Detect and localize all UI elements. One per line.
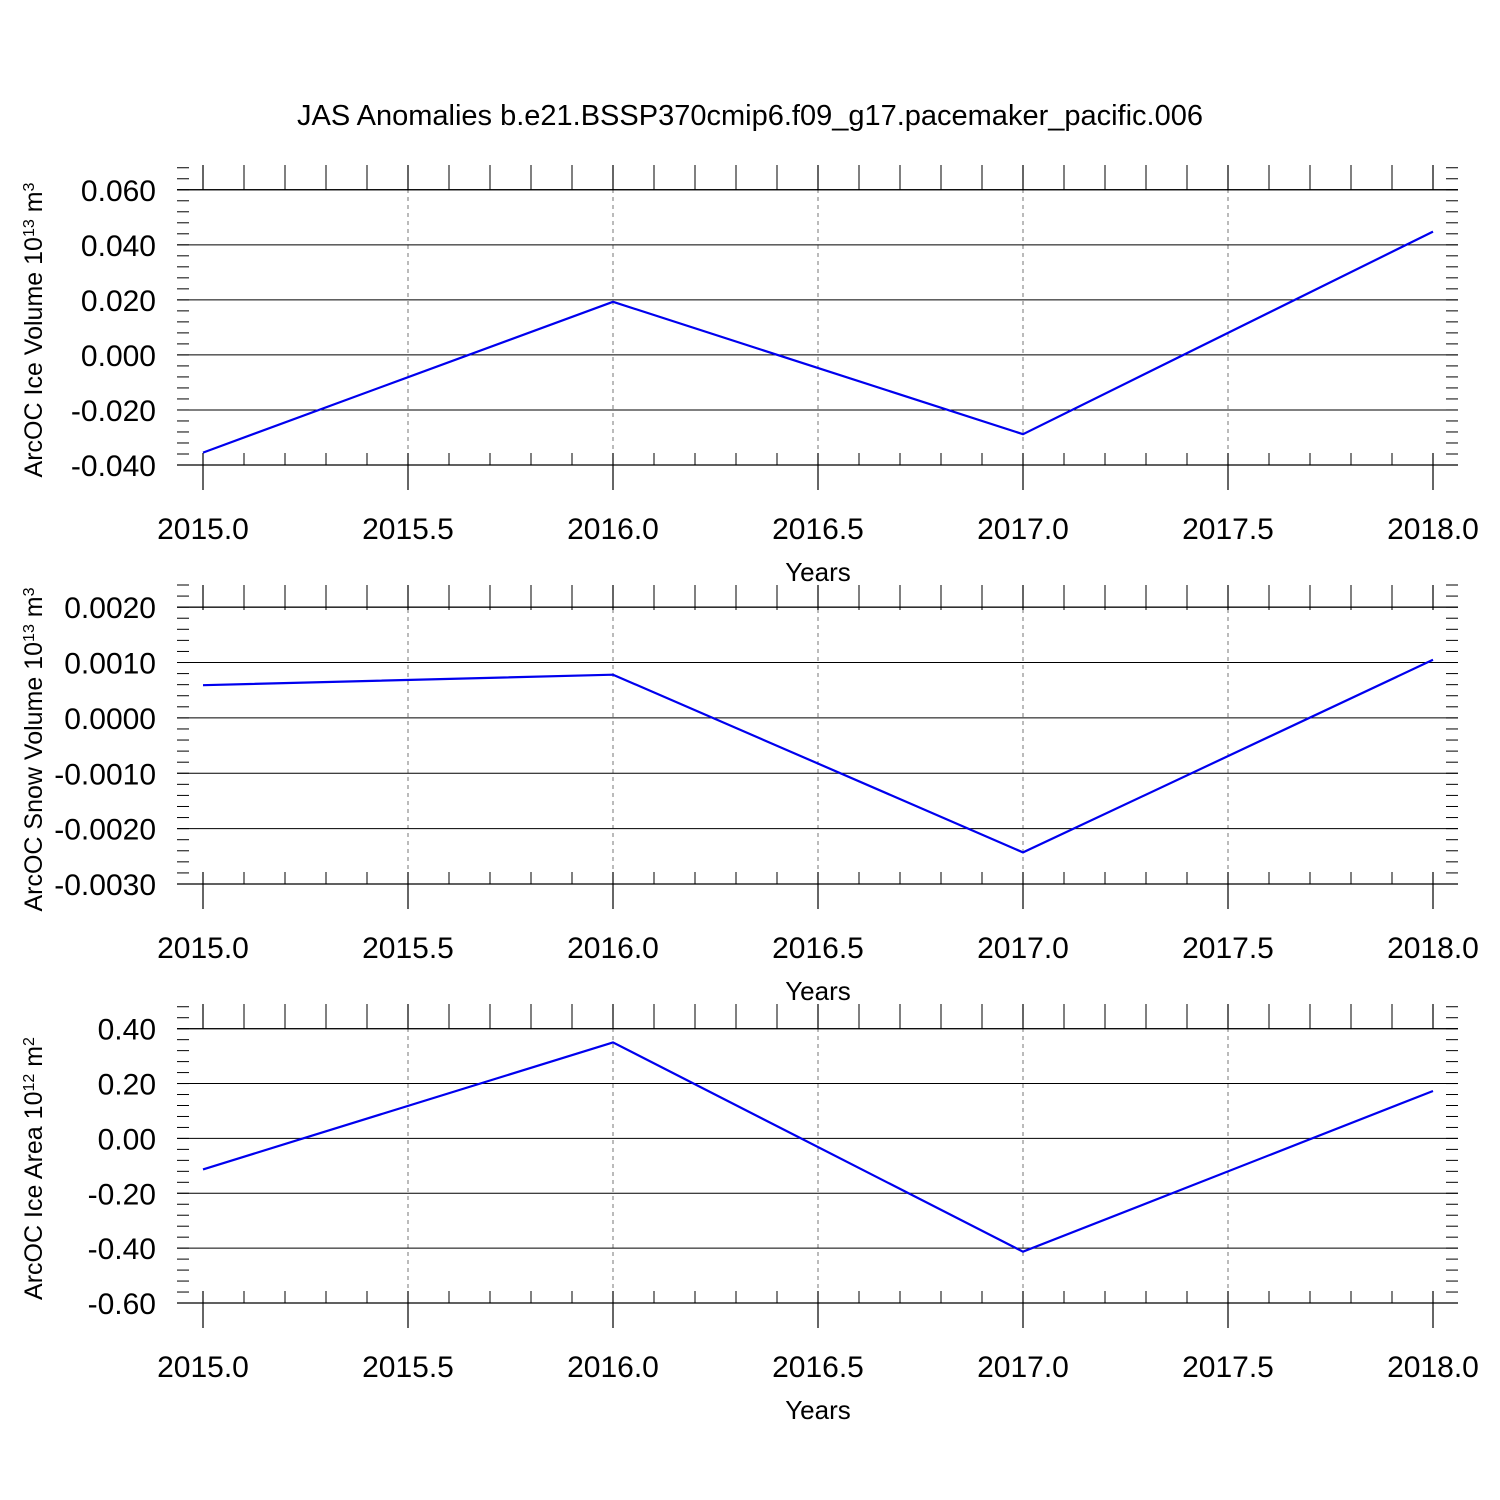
x-tick-label: 2016.5 — [772, 1351, 864, 1384]
y-tick-label: -0.60 — [88, 1288, 156, 1321]
x-tick-label: 2016.5 — [772, 513, 864, 546]
y-tick-label: 0.40 — [98, 1014, 156, 1047]
series-line — [202, 230, 1434, 454]
x-tick-label: 2017.0 — [977, 932, 1069, 965]
y-tick-label: -0.040 — [71, 450, 156, 483]
y-tick-label: -0.020 — [71, 395, 156, 428]
panel-ice-volume: -0.040 -0.020 0.000 0.020 0.040 0.060 2015.0 20… — [20, 165, 1479, 587]
x-tick-label: 2015.0 — [157, 1351, 249, 1384]
x-tick-label: 2018.0 — [1387, 1351, 1479, 1384]
x-axis-label: Years — [785, 1395, 851, 1425]
x-tick-label: 2017.0 — [977, 1351, 1069, 1384]
x-tick-label: 2018.0 — [1387, 932, 1479, 965]
x-tick-label: 2016.0 — [567, 1351, 659, 1384]
y-tick-label: 0.0000 — [64, 703, 156, 736]
y-tick-label: 0.060 — [81, 175, 156, 208]
y-axis-label: ArcOC Snow Volume 1013 m3 — [20, 587, 48, 911]
y-tick-label: -0.0010 — [54, 758, 156, 791]
series-line — [202, 658, 1434, 854]
x-tick-label: 2015.5 — [362, 1351, 454, 1384]
series-line — [202, 1041, 1434, 1253]
x-tick-label: 2017.0 — [977, 513, 1069, 546]
y-tick-label: 0.020 — [81, 285, 156, 318]
y-axis-label: ArcOC Ice Area 1012 m2 — [20, 1037, 48, 1300]
x-tick-label: 2016.0 — [567, 513, 659, 546]
x-tick-label: 2018.0 — [1387, 513, 1479, 546]
x-tick-label: 2017.5 — [1182, 932, 1274, 965]
y-tick-label: -0.20 — [88, 1178, 156, 1211]
x-tick-label: 2016.0 — [567, 932, 659, 965]
x-axis-label: Years — [785, 976, 851, 1006]
y-tick-label: 0.0020 — [64, 592, 156, 625]
y-axis-label: ArcOC Ice Volume 1013 m3 — [20, 182, 48, 477]
x-tick-label: 2016.5 — [772, 932, 864, 965]
panel-ice-area: -0.60 -0.40 -0.20 0.00 0.20 0.40 2015.0 2015.5 2… — [20, 1004, 1479, 1425]
x-tick-label: 2015.5 — [362, 932, 454, 965]
x-tick-label: 2017.5 — [1182, 1351, 1274, 1384]
y-tick-label: -0.0030 — [54, 869, 156, 902]
x-tick-label: 2015.0 — [157, 932, 249, 965]
x-tick-label: 2017.5 — [1182, 513, 1274, 546]
y-tick-label: -0.0020 — [54, 814, 156, 847]
y-tick-label: 0.040 — [81, 230, 156, 263]
y-tick-label: 0.00 — [98, 1123, 156, 1156]
y-tick-label: -0.40 — [88, 1233, 156, 1266]
figure-title: JAS Anomalies b.e21.BSSP370cmip6.f09_g17… — [297, 100, 1203, 132]
x-axis-label: Years — [785, 557, 851, 587]
y-tick-label: 0.000 — [81, 340, 156, 373]
x-tick-label: 2015.5 — [362, 513, 454, 546]
y-tick-label: 0.20 — [98, 1069, 156, 1102]
y-tick-label: 0.0010 — [64, 648, 156, 681]
x-tick-label: 2015.0 — [157, 513, 249, 546]
panel-snow-volume: -0.0030 -0.0020 -0.0010 0.0000 0.0010 0.0020 2… — [20, 584, 1479, 1006]
